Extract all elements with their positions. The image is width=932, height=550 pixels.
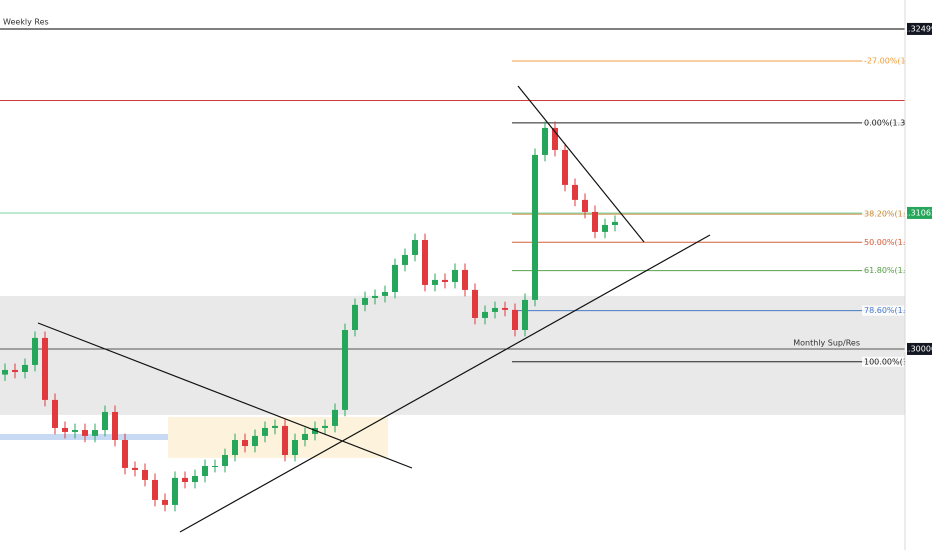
- candle-body: [82, 430, 88, 436]
- candle-body: [552, 127, 558, 150]
- candle-body: [502, 307, 508, 310]
- candle-body: [422, 239, 428, 285]
- candle-body: [542, 127, 548, 155]
- zone: [0, 433, 168, 440]
- candle-body: [232, 440, 238, 455]
- candle-body: [222, 454, 228, 466]
- price-label: 1.32499: [903, 24, 932, 33]
- fib-label: 38.20%(1.31053): [864, 210, 932, 219]
- candle-body: [412, 239, 418, 255]
- price-label: 1.30000: [903, 344, 932, 353]
- zones: [0, 295, 905, 458]
- fib-label-bg: [862, 356, 904, 367]
- candle-body: [442, 279, 448, 282]
- candle-body: [462, 269, 468, 290]
- candle-body: [122, 440, 128, 468]
- fib-label: 0.00%(1.31765): [864, 118, 929, 127]
- candle-body: [242, 440, 248, 447]
- candle-body: [2, 369, 8, 375]
- levels: Weekly Res Monthly Sup/Res -27.00%(1.32249…: [0, 17, 932, 367]
- fib-label: -27.00%(1.32249): [864, 56, 932, 65]
- fib-label-bg: [862, 117, 904, 128]
- price-label-box: [907, 206, 932, 219]
- candle-body: [402, 254, 408, 265]
- price-label-box: [907, 22, 932, 35]
- level-label: Monthly Sup/Res: [793, 338, 860, 347]
- candle-body: [382, 291, 388, 296]
- fib-label-bg: [862, 55, 904, 66]
- candle-body: [52, 399, 58, 428]
- candle-body: [162, 499, 168, 505]
- candle-body: [202, 465, 208, 476]
- price-axis: [905, 0, 932, 550]
- trend-line: [179, 234, 711, 533]
- candle-body: [372, 295, 378, 298]
- candle-body: [332, 409, 338, 426]
- candle-body: [602, 224, 608, 232]
- candle-body: [522, 299, 528, 330]
- zone: [0, 295, 905, 415]
- candles: [2, 121, 618, 512]
- trend-lines: [37, 85, 711, 533]
- fib-label: 78.60%(1.30299): [864, 306, 932, 315]
- fib-label: 50.00%(1.30833): [864, 238, 932, 247]
- candle-body: [512, 309, 518, 330]
- trend-line: [37, 322, 413, 469]
- axis-labels: 1.32499 1.31062 1.30000: [903, 22, 932, 355]
- fib-label-bg: [862, 265, 904, 276]
- candle-body: [62, 427, 68, 432]
- candle-body: [392, 264, 398, 292]
- candle-body: [132, 467, 138, 470]
- candle-body: [72, 430, 78, 432]
- candle-body: [352, 304, 358, 330]
- candle-body: [292, 440, 298, 455]
- fib-label-bg: [862, 209, 904, 220]
- candle-body: [322, 425, 328, 428]
- candle-body: [22, 364, 28, 373]
- candle-body: [612, 221, 618, 225]
- candle-body: [452, 269, 458, 282]
- candle-body: [32, 337, 38, 365]
- candle-body: [492, 307, 498, 312]
- candle-body: [112, 411, 118, 440]
- candle-body: [12, 369, 18, 373]
- candle-body: [172, 477, 178, 505]
- candle-body: [152, 479, 158, 500]
- candle-body: [272, 425, 278, 428]
- fib-label: 61.80%(1.30612): [864, 266, 932, 275]
- candle-body: [582, 199, 588, 212]
- trend-line: [517, 85, 645, 243]
- candle-body: [282, 425, 288, 455]
- candle-body: [212, 465, 218, 467]
- fib-label-bg: [862, 237, 904, 248]
- candle-body: [432, 279, 438, 285]
- candle-body: [532, 154, 538, 300]
- fib-label: 100.00%(1.29900): [864, 357, 932, 366]
- candle-body: [262, 427, 268, 436]
- candle-body: [572, 184, 578, 200]
- candle-body: [342, 330, 348, 410]
- candle-body: [102, 411, 108, 431]
- candle-body: [302, 433, 308, 440]
- zone: [168, 416, 388, 458]
- candle-body: [42, 337, 48, 400]
- candle-body: [192, 475, 198, 483]
- candle-body: [362, 297, 368, 305]
- candle-body: [92, 430, 98, 436]
- candle-body: [182, 477, 188, 483]
- candle-body: [142, 469, 148, 480]
- price-label: 1.31062: [903, 208, 932, 217]
- price-label-box: [907, 342, 932, 355]
- fib-label-bg: [862, 305, 904, 316]
- candle-body: [482, 311, 488, 318]
- candle-body: [472, 289, 478, 318]
- candle-body: [562, 149, 568, 185]
- candle-body: [592, 211, 598, 232]
- level-label: Weekly Res: [3, 17, 49, 26]
- candle-body: [252, 435, 258, 447]
